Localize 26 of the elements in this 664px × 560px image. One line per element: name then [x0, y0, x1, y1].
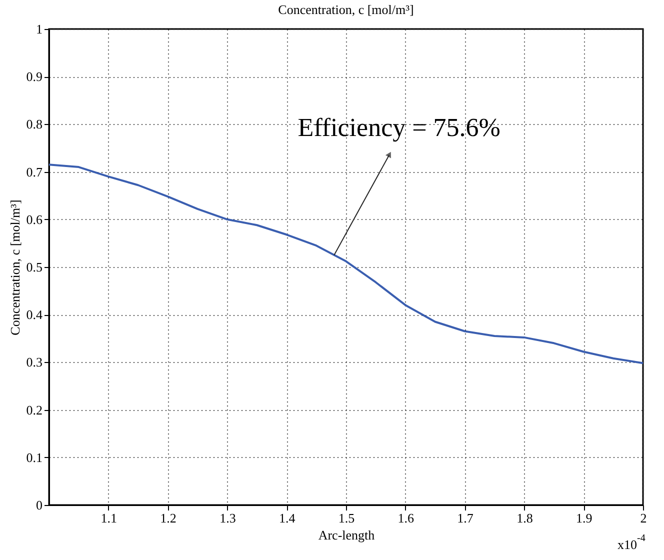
y-tick-label: 1	[36, 22, 42, 36]
annotation: Efficiency = 75.6%	[298, 113, 500, 142]
x-tick-label: 1.5	[338, 510, 355, 526]
x-tick-label: 1.3	[220, 510, 236, 526]
y-axis-title: Concentration, c [mol/m³]	[7, 200, 22, 336]
y-tick-label: 0.3	[26, 354, 42, 370]
y-tick-label: 0.9	[26, 69, 42, 84]
y-tick-label: 0.2	[26, 402, 42, 418]
x-tick-label: 2	[640, 510, 647, 526]
x-tick-label: 1.1	[100, 510, 118, 526]
y-tick-label: 0.7	[26, 164, 43, 180]
y-tick-label: 0.8	[26, 116, 42, 132]
x-tick-label: 1.6	[398, 510, 415, 526]
line-series	[48, 164, 644, 364]
y-tick-label: 0.5	[26, 260, 42, 274]
y-tick-label: 0.6	[26, 212, 43, 227]
x-tick-label: 1.2	[160, 510, 176, 526]
x-tick-label: 1.8	[516, 510, 533, 526]
x-tick-label: 1.9	[576, 510, 592, 526]
y-tick-label: 0	[36, 498, 42, 512]
y-tick-label: 0.4	[26, 307, 43, 322]
x-tick-label: 1.7	[457, 510, 474, 526]
x-axis-title: Arc-length	[318, 528, 376, 542]
y-tick-label: 0.1	[26, 450, 42, 465]
chart-title: Concentration, c [mol/m³]	[278, 2, 414, 17]
x-tick-label: 1.4	[278, 510, 296, 526]
